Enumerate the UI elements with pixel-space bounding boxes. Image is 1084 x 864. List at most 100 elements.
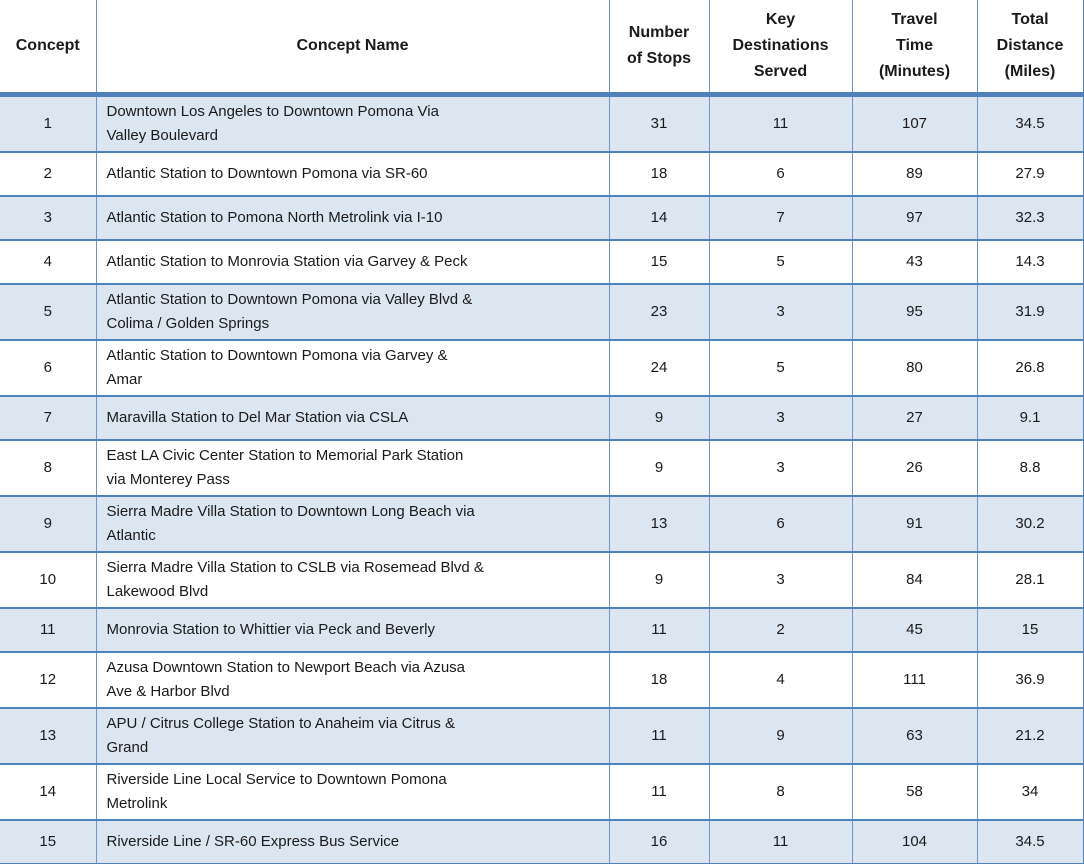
table-row: 13 APU / Citrus College Station to Anahei…	[0, 708, 1084, 765]
cell-concept: 13	[0, 708, 96, 765]
cell-time: 45	[851, 608, 977, 653]
cell-destinations: 6	[708, 152, 852, 197]
table-row: 8 East LA Civic Center Station to Memoria…	[0, 440, 1084, 497]
cell-concept: 6	[0, 340, 96, 397]
cell-stops: 11	[608, 608, 709, 653]
cell-name: Sierra Madre Villa Station to CSLB via R…	[95, 552, 609, 609]
cell-time: 95	[851, 284, 977, 341]
cell-stops: 23	[608, 284, 709, 341]
cell-time: 80	[851, 340, 977, 397]
cell-distance: 15	[976, 608, 1084, 653]
cell-destinations: 5	[708, 340, 852, 397]
column-header-stops: Number of Stops	[608, 0, 709, 97]
cell-concept: 1	[0, 94, 96, 153]
cell-distance: 34.5	[976, 820, 1084, 864]
cell-concept: 15	[0, 820, 96, 864]
cell-concept: 9	[0, 496, 96, 553]
cell-time: 43	[851, 240, 977, 285]
cell-stops: 16	[608, 820, 709, 864]
cell-destinations: 2	[708, 608, 852, 653]
cell-distance: 21.2	[976, 708, 1084, 765]
cell-distance: 34	[976, 764, 1084, 821]
cell-name: Atlantic Station to Downtown Pomona via …	[95, 340, 609, 397]
table-row: 12 Azusa Downtown Station to Newport Beac…	[0, 652, 1084, 709]
table-row: 3 Atlantic Station to Pomona North Metrol…	[0, 196, 1084, 241]
cell-time: 91	[851, 496, 977, 553]
cell-name: Sierra Madre Villa Station to Downtown L…	[95, 496, 609, 553]
cell-name: Atlantic Station to Pomona North Metroli…	[95, 196, 609, 241]
column-header-concept: Concept	[0, 0, 96, 97]
cell-destinations: 5	[708, 240, 852, 285]
column-header-travel-time: Travel Time (Minutes)	[851, 0, 977, 97]
cell-distance: 27.9	[976, 152, 1084, 197]
cell-concept: 3	[0, 196, 96, 241]
cell-name: Atlantic Station to Downtown Pomona via …	[95, 284, 609, 341]
cell-distance: 30.2	[976, 496, 1084, 553]
cell-destinations: 4	[708, 652, 852, 709]
cell-stops: 18	[608, 652, 709, 709]
cell-name: Atlantic Station to Downtown Pomona via …	[95, 152, 609, 197]
column-header-destinations: Key Destinations Served	[708, 0, 852, 97]
cell-time: 89	[851, 152, 977, 197]
cell-time: 58	[851, 764, 977, 821]
cell-name: East LA Civic Center Station to Memorial…	[95, 440, 609, 497]
cell-stops: 9	[608, 396, 709, 441]
cell-destinations: 3	[708, 440, 852, 497]
cell-distance: 9.1	[976, 396, 1084, 441]
cell-time: 27	[851, 396, 977, 441]
cell-distance: 28.1	[976, 552, 1084, 609]
cell-stops: 11	[608, 764, 709, 821]
cell-concept: 4	[0, 240, 96, 285]
table-body: 1 Downtown Los Angeles to Downtown Pomona…	[0, 94, 1084, 864]
cell-time: 84	[851, 552, 977, 609]
cell-distance: 31.9	[976, 284, 1084, 341]
cell-stops: 15	[608, 240, 709, 285]
table-row: 6 Atlantic Station to Downtown Pomona via…	[0, 340, 1084, 397]
cell-name: APU / Citrus College Station to Anaheim …	[95, 708, 609, 765]
cell-distance: 36.9	[976, 652, 1084, 709]
cell-stops: 18	[608, 152, 709, 197]
cell-destinations: 8	[708, 764, 852, 821]
cell-name: Atlantic Station to Monrovia Station via…	[95, 240, 609, 285]
table-row: 9 Sierra Madre Villa Station to Downtown …	[0, 496, 1084, 553]
cell-distance: 34.5	[976, 94, 1084, 153]
cell-stops: 24	[608, 340, 709, 397]
table-row: 4 Atlantic Station to Monrovia Station vi…	[0, 240, 1084, 285]
cell-destinations: 7	[708, 196, 852, 241]
cell-destinations: 11	[708, 820, 852, 864]
cell-destinations: 6	[708, 496, 852, 553]
cell-distance: 14.3	[976, 240, 1084, 285]
cell-time: 63	[851, 708, 977, 765]
cell-time: 97	[851, 196, 977, 241]
cell-name: Riverside Line Local Service to Downtown…	[95, 764, 609, 821]
cell-stops: 9	[608, 552, 709, 609]
column-header-concept-name: Concept Name	[95, 0, 609, 97]
cell-destinations: 11	[708, 94, 852, 153]
cell-stops: 11	[608, 708, 709, 765]
cell-stops: 13	[608, 496, 709, 553]
cell-destinations: 9	[708, 708, 852, 765]
cell-concept: 5	[0, 284, 96, 341]
cell-stops: 14	[608, 196, 709, 241]
header-row: Concept Concept Name Number of Stops Key…	[0, 0, 1084, 97]
table-row: 7 Maravilla Station to Del Mar Station vi…	[0, 396, 1084, 441]
cell-name: Downtown Los Angeles to Downtown Pomona …	[95, 94, 609, 153]
cell-distance: 8.8	[976, 440, 1084, 497]
cell-time: 111	[851, 652, 977, 709]
cell-destinations: 3	[708, 552, 852, 609]
cell-concept: 7	[0, 396, 96, 441]
cell-concept: 8	[0, 440, 96, 497]
table-row: 10 Sierra Madre Villa Station to CSLB via…	[0, 552, 1084, 609]
cell-distance: 26.8	[976, 340, 1084, 397]
table-row: 5 Atlantic Station to Downtown Pomona via…	[0, 284, 1084, 341]
table-row: 2 Atlantic Station to Downtown Pomona via…	[0, 152, 1084, 197]
table-row: 1 Downtown Los Angeles to Downtown Pomona…	[0, 94, 1084, 153]
cell-destinations: 3	[708, 396, 852, 441]
cell-name: Monrovia Station to Whittier via Peck an…	[95, 608, 609, 653]
table-row: 14 Riverside Line Local Service to Downto…	[0, 764, 1084, 821]
cell-time: 26	[851, 440, 977, 497]
table-row: 11 Monrovia Station to Whittier via Peck …	[0, 608, 1084, 653]
cell-concept: 11	[0, 608, 96, 653]
